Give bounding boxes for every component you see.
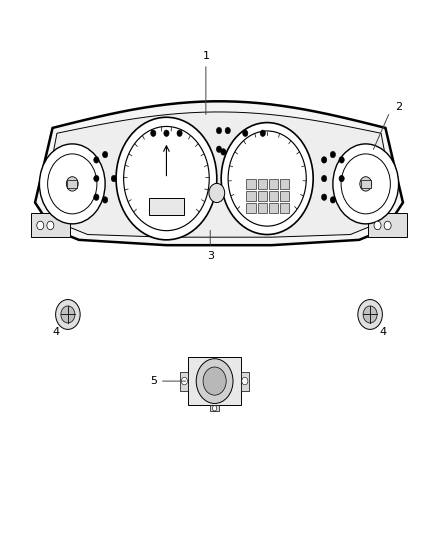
Bar: [241, 372, 249, 391]
Circle shape: [341, 154, 390, 214]
Bar: [247, 203, 256, 213]
Bar: [180, 372, 188, 391]
Circle shape: [102, 197, 108, 203]
Text: 1: 1: [202, 51, 209, 61]
Circle shape: [339, 157, 344, 163]
Circle shape: [243, 130, 248, 136]
Circle shape: [48, 154, 97, 214]
Circle shape: [333, 144, 399, 224]
Bar: [361, 180, 371, 188]
Circle shape: [116, 117, 217, 240]
Circle shape: [216, 146, 222, 152]
Bar: [149, 198, 184, 215]
Circle shape: [221, 149, 226, 155]
Bar: [258, 203, 267, 213]
Circle shape: [111, 175, 117, 182]
Text: 3: 3: [207, 251, 214, 261]
Circle shape: [196, 359, 233, 403]
Bar: [279, 179, 289, 189]
Text: 4: 4: [53, 327, 60, 336]
Circle shape: [102, 151, 108, 158]
Bar: [268, 179, 278, 189]
Bar: [188, 357, 241, 405]
Bar: [258, 179, 267, 189]
Circle shape: [209, 183, 225, 203]
Bar: [268, 203, 278, 213]
Circle shape: [177, 130, 182, 136]
Bar: [31, 213, 70, 237]
Bar: [247, 179, 256, 189]
Circle shape: [384, 221, 391, 230]
Circle shape: [151, 130, 156, 136]
Circle shape: [339, 175, 344, 182]
Bar: [67, 180, 77, 188]
Bar: [258, 191, 267, 201]
Circle shape: [225, 127, 230, 134]
Circle shape: [94, 175, 99, 182]
Bar: [279, 191, 289, 201]
Circle shape: [330, 151, 336, 158]
Text: 5: 5: [150, 376, 157, 386]
Circle shape: [216, 127, 222, 134]
Circle shape: [164, 130, 169, 136]
Circle shape: [181, 377, 187, 385]
Bar: [268, 191, 278, 201]
Circle shape: [321, 175, 327, 182]
Circle shape: [94, 157, 99, 163]
Circle shape: [374, 221, 381, 230]
Circle shape: [242, 377, 248, 385]
Circle shape: [212, 406, 217, 411]
Circle shape: [124, 126, 209, 231]
Circle shape: [228, 131, 306, 226]
Bar: [247, 191, 256, 201]
Text: 4: 4: [380, 327, 387, 336]
Circle shape: [221, 123, 313, 235]
Circle shape: [260, 130, 265, 136]
Circle shape: [321, 194, 327, 200]
Circle shape: [203, 367, 226, 395]
Circle shape: [330, 197, 336, 203]
Circle shape: [37, 221, 44, 230]
Circle shape: [360, 177, 371, 191]
Circle shape: [61, 306, 75, 323]
Text: 2: 2: [395, 102, 402, 111]
Circle shape: [94, 194, 99, 200]
Polygon shape: [44, 112, 394, 237]
Bar: [279, 203, 289, 213]
Circle shape: [39, 144, 105, 224]
Circle shape: [321, 157, 327, 163]
Circle shape: [56, 300, 80, 329]
Polygon shape: [35, 101, 403, 245]
Bar: [210, 405, 219, 411]
Circle shape: [358, 300, 382, 329]
Circle shape: [67, 177, 78, 191]
Bar: [368, 213, 407, 237]
Circle shape: [47, 221, 54, 230]
Circle shape: [363, 306, 377, 323]
